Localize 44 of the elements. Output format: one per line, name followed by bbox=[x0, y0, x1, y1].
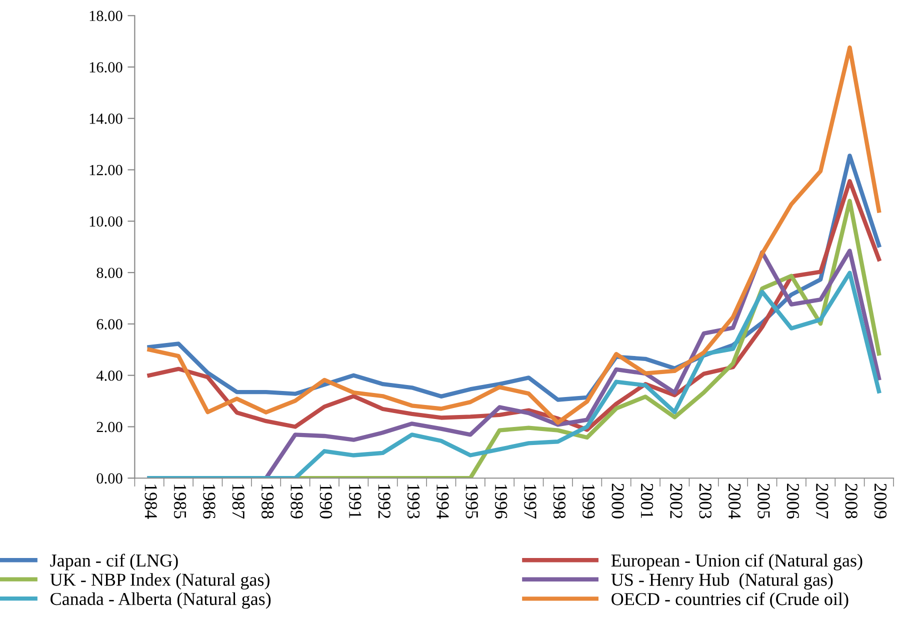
x-tick-label: 2003 bbox=[699, 484, 712, 518]
y-tick-label: 12.00 bbox=[90, 164, 122, 176]
x-tick-label: 2008 bbox=[845, 484, 858, 518]
y-tick-label: 18.00 bbox=[90, 10, 122, 22]
x-tick-label: 1998 bbox=[553, 484, 566, 518]
x-tick-label: 1988 bbox=[262, 484, 274, 518]
x-tick-label: 1986 bbox=[203, 484, 216, 519]
x-tick-label: 2002 bbox=[670, 484, 682, 518]
x-tick-label: 2007 bbox=[816, 484, 828, 519]
x-tick-label: 1991 bbox=[349, 484, 362, 518]
y-tick-label: 8.00 bbox=[96, 268, 122, 278]
legend-label: Canada - Alberta (Natural gas) bbox=[50, 592, 271, 609]
y-tick-label: 2.00 bbox=[96, 422, 122, 432]
legend-label: US - Henry Hub (Natural gas) bbox=[611, 573, 833, 590]
y-tick-label: 6.00 bbox=[96, 319, 122, 330]
x-tick-label: 1984 bbox=[144, 484, 157, 519]
legend-label: OECD - countries cif (Crude oil) bbox=[612, 592, 848, 609]
x-tick-label: 2000 bbox=[612, 484, 624, 518]
y-tick-label: 10.00 bbox=[90, 216, 122, 227]
legend-label: European - Union cif (Natural gas) bbox=[611, 554, 862, 570]
x-tick-label: 2009 bbox=[874, 484, 887, 518]
x-tick-label: 1999 bbox=[582, 484, 595, 518]
x-tick-label: 1989 bbox=[290, 484, 303, 518]
x-tick-label: 1987 bbox=[232, 484, 245, 519]
x-tick-label: 1992 bbox=[378, 484, 390, 518]
x-tick-label: 1996 bbox=[494, 484, 508, 519]
y-tick-label: 0.00 bbox=[96, 473, 122, 484]
x-tick-label: 2006 bbox=[786, 484, 800, 519]
legend-label: Japan - cif (LNG) bbox=[50, 554, 178, 570]
y-tick-label: 4.00 bbox=[96, 370, 122, 381]
x-tick-label: 2005 bbox=[758, 484, 770, 518]
legend-label: UK - NBP Index (Natural gas) bbox=[50, 573, 270, 590]
y-tick-label: 16.00 bbox=[90, 62, 122, 73]
y-tick-label: 14.00 bbox=[90, 114, 122, 124]
x-tick-label: 1995 bbox=[466, 484, 478, 518]
line-series bbox=[147, 45, 882, 425]
x-tick-label: 1993 bbox=[407, 484, 420, 518]
x-tick-label: 1994 bbox=[436, 484, 449, 519]
x-tick-label: 1997 bbox=[524, 484, 536, 519]
x-tick-label: 1990 bbox=[320, 484, 332, 518]
x-tick-label: 1985 bbox=[174, 484, 186, 518]
line-series bbox=[147, 179, 882, 432]
x-tick-label: 2001 bbox=[640, 484, 654, 518]
x-tick-label: 2004 bbox=[728, 484, 741, 519]
